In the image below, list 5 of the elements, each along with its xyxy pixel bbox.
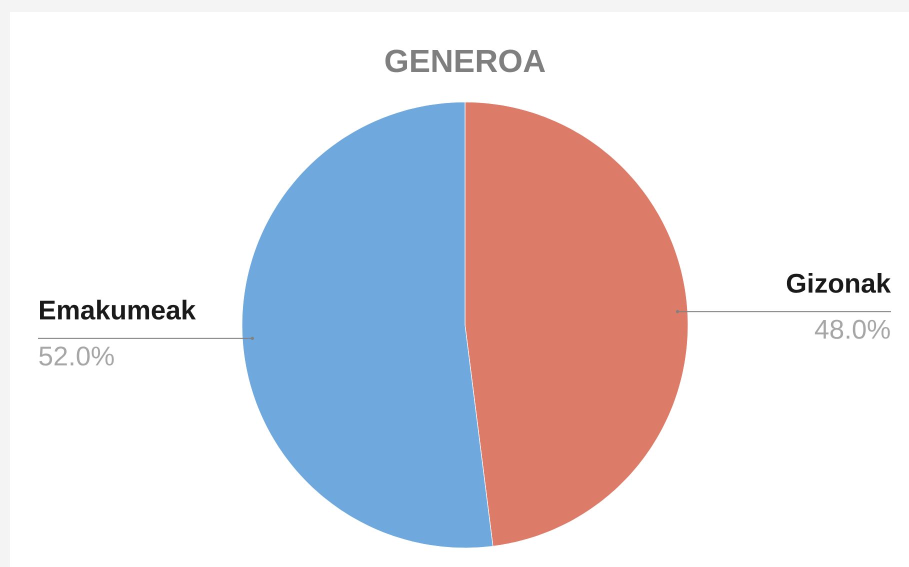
chart-title: GENEROA xyxy=(385,50,546,72)
slice-label: Gizonak xyxy=(786,273,891,293)
slice-label: Emakumeak xyxy=(40,300,196,320)
data-label: 52.0% xyxy=(39,346,114,366)
data-label: 48.0% xyxy=(814,320,890,339)
